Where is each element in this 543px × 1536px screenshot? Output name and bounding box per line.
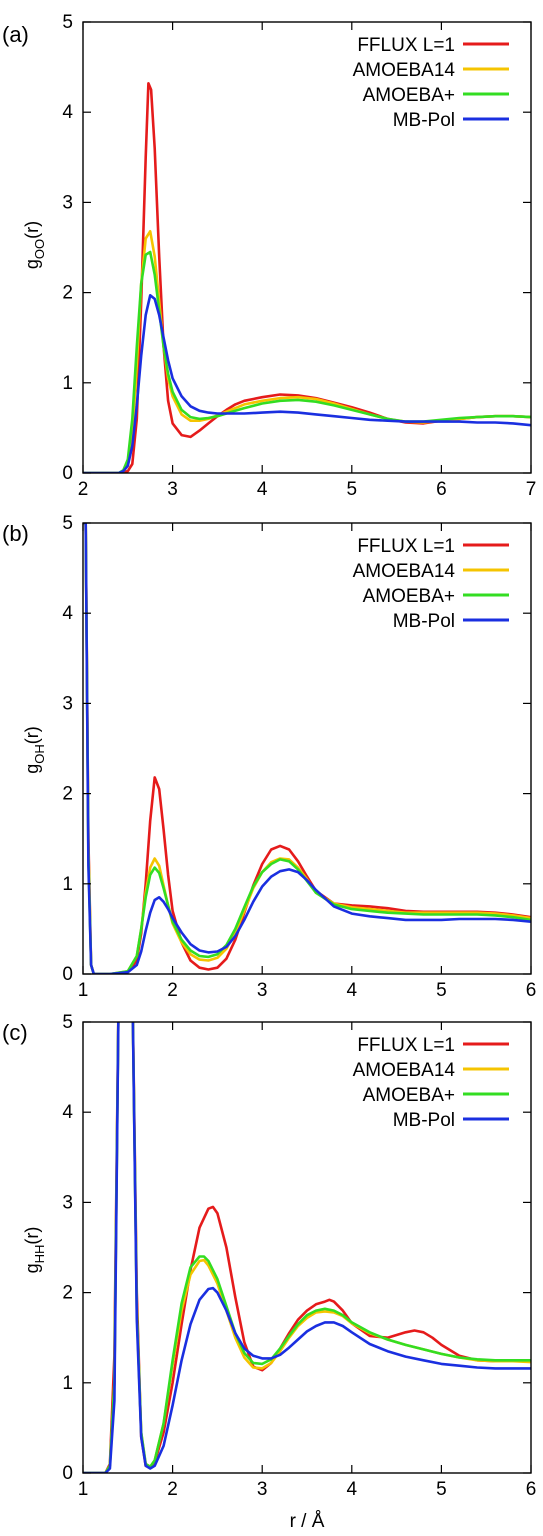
y-tick-label: 2 bbox=[62, 784, 73, 805]
y-tick-label: 5 bbox=[62, 12, 73, 33]
y-tick-label: 0 bbox=[62, 463, 73, 484]
x-tick-label: 5 bbox=[436, 1479, 447, 1500]
x-tick-label: 3 bbox=[167, 479, 178, 500]
series-line-amoeba- bbox=[83, 250, 531, 473]
series-line-amoeba14 bbox=[83, 523, 531, 974]
plot-frame bbox=[82, 1021, 532, 1474]
series-line-amoeba- bbox=[83, 523, 531, 974]
legend-label: FFLUX L=1 bbox=[357, 536, 455, 557]
panel-label: (b) bbox=[2, 521, 29, 546]
legend-label: AMOEBA14 bbox=[353, 561, 456, 582]
panel-1: 2 3 4 5 6 7 0 1 2 3 4 5 (a) gOO(r) FFLUX L=1 AMOEBA14 AM… bbox=[2, 12, 536, 500]
y-axis-label-main: g bbox=[22, 1263, 42, 1273]
series-line-amoeba14 bbox=[83, 1022, 531, 1473]
legend: FFLUX L=1 AMOEBA14 AMOEBA+ MB-Pol bbox=[353, 35, 509, 131]
series-line-mb-pol bbox=[83, 1022, 531, 1473]
x-tick-label: 4 bbox=[347, 980, 358, 1001]
legend-label: AMOEBA+ bbox=[363, 1085, 455, 1106]
legend-label: AMOEBA+ bbox=[363, 85, 455, 106]
y-tick-label: 0 bbox=[62, 1463, 73, 1484]
y-axis-label: gHH(r) bbox=[22, 1227, 47, 1274]
legend-label: AMOEBA+ bbox=[363, 586, 455, 607]
y-tick-label: 4 bbox=[62, 1102, 73, 1123]
x-tick-label: 6 bbox=[436, 479, 447, 500]
legend: FFLUX L=1 AMOEBA14 AMOEBA+ MB-Pol bbox=[353, 1035, 509, 1131]
y-axis-label-sub: OH bbox=[32, 744, 47, 764]
y-tick-label: 5 bbox=[62, 1012, 73, 1033]
y-tick-label: 1 bbox=[62, 373, 73, 394]
series-lines bbox=[83, 523, 531, 974]
y-tick-label: 2 bbox=[62, 1283, 73, 1304]
series-line-mb-pol bbox=[83, 523, 531, 974]
legend-label: MB-Pol bbox=[393, 611, 455, 632]
y-axis-label-main: g bbox=[22, 764, 42, 774]
series-line-mb-pol bbox=[83, 293, 531, 473]
legend-label: MB-Pol bbox=[393, 1110, 455, 1131]
series-lines bbox=[83, 82, 531, 473]
y-tick-label: 0 bbox=[62, 964, 73, 985]
series-lines bbox=[83, 1022, 531, 1473]
y-axis-label-sub: HH bbox=[32, 1245, 47, 1264]
y-axis-label: gOO(r) bbox=[22, 221, 47, 269]
panel-label: (a) bbox=[2, 22, 29, 47]
y-axis-label-sub: OO bbox=[32, 239, 47, 259]
x-tick-label: 2 bbox=[167, 980, 178, 1001]
series-line-fflux-l-1 bbox=[83, 1022, 531, 1473]
legend-label: FFLUX L=1 bbox=[357, 1035, 455, 1056]
plot-frame bbox=[82, 522, 532, 975]
x-tick-label: 6 bbox=[526, 1479, 537, 1500]
x-tick-label: 5 bbox=[347, 479, 358, 500]
x-tick-label: 3 bbox=[257, 1479, 268, 1500]
y-tick-label: 5 bbox=[62, 513, 73, 534]
y-tick-label: 1 bbox=[62, 1373, 73, 1394]
x-tick-label: 4 bbox=[347, 1479, 358, 1500]
x-tick-label: 1 bbox=[78, 1479, 89, 1500]
y-tick-label: 3 bbox=[62, 1192, 73, 1213]
legend-label: FFLUX L=1 bbox=[357, 35, 455, 56]
x-axis-title: r / Å bbox=[290, 1511, 325, 1532]
y-tick-label: 4 bbox=[62, 102, 73, 123]
x-tick-label: 7 bbox=[526, 479, 537, 500]
y-tick-label: 1 bbox=[62, 874, 73, 895]
y-axis-label: gOH(r) bbox=[22, 726, 47, 774]
y-axis-label-main: g bbox=[22, 259, 42, 269]
x-tick-label: 6 bbox=[526, 980, 537, 1001]
y-tick-label: 2 bbox=[62, 283, 73, 304]
series-line-amoeba14 bbox=[83, 230, 531, 473]
plot-frame bbox=[82, 21, 532, 474]
legend-label: AMOEBA14 bbox=[353, 60, 456, 81]
y-tick-label: 4 bbox=[62, 603, 73, 624]
y-axis-label-tail: (r) bbox=[22, 1227, 42, 1245]
series-line-fflux-l-1 bbox=[83, 523, 531, 974]
legend: FFLUX L=1 AMOEBA14 AMOEBA+ MB-Pol bbox=[353, 536, 509, 632]
x-tick-label: 5 bbox=[436, 980, 447, 1001]
x-tick-label: 3 bbox=[257, 980, 268, 1001]
legend-label: AMOEBA14 bbox=[353, 1060, 456, 1081]
y-tick-label: 3 bbox=[62, 693, 73, 714]
x-tick-label: 2 bbox=[78, 479, 89, 500]
x-tick-label: 1 bbox=[78, 980, 89, 1001]
y-tick-label: 3 bbox=[62, 192, 73, 213]
y-axis-label-tail: (r) bbox=[22, 726, 42, 744]
x-tick-label: 4 bbox=[257, 479, 268, 500]
panel-label: (c) bbox=[2, 1020, 28, 1045]
x-tick-label: 2 bbox=[167, 1479, 178, 1500]
legend-label: MB-Pol bbox=[393, 110, 455, 131]
series-line-amoeba- bbox=[83, 1022, 531, 1473]
y-axis-label-tail: (r) bbox=[22, 221, 42, 239]
